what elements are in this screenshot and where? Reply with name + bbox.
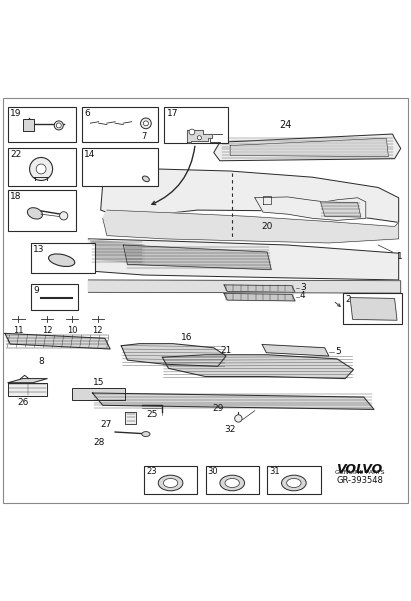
Text: 24: 24	[279, 120, 292, 130]
Polygon shape	[230, 138, 388, 157]
Ellipse shape	[282, 475, 306, 491]
Polygon shape	[255, 197, 366, 221]
Circle shape	[189, 129, 195, 135]
Text: 14: 14	[84, 150, 96, 159]
Polygon shape	[125, 412, 136, 424]
Bar	[31, 284, 78, 310]
Polygon shape	[88, 239, 399, 280]
Text: 21: 21	[220, 346, 232, 355]
Text: 20: 20	[261, 222, 272, 231]
Bar	[206, 466, 259, 495]
Text: 31: 31	[269, 468, 280, 477]
Text: 2: 2	[345, 295, 351, 304]
Text: 8: 8	[38, 357, 44, 366]
Text: 32: 32	[224, 425, 236, 434]
Polygon shape	[350, 297, 397, 320]
Ellipse shape	[164, 478, 178, 487]
Polygon shape	[224, 293, 295, 301]
Text: 30: 30	[208, 468, 218, 477]
Ellipse shape	[28, 208, 42, 219]
Polygon shape	[5, 334, 110, 349]
Bar	[31, 243, 95, 272]
Circle shape	[197, 136, 201, 140]
Text: 12: 12	[92, 326, 103, 335]
Polygon shape	[162, 355, 353, 379]
Polygon shape	[121, 344, 226, 366]
Text: 18: 18	[10, 192, 22, 201]
Bar	[8, 148, 76, 186]
Circle shape	[36, 164, 46, 174]
Ellipse shape	[287, 478, 301, 487]
Polygon shape	[90, 240, 144, 263]
Bar	[82, 108, 158, 142]
Ellipse shape	[158, 475, 183, 491]
Polygon shape	[262, 344, 329, 356]
Ellipse shape	[48, 254, 75, 266]
Bar	[23, 119, 34, 131]
Ellipse shape	[220, 475, 245, 491]
Circle shape	[235, 415, 242, 422]
Bar	[82, 148, 158, 186]
Bar	[144, 466, 197, 495]
Text: 28: 28	[93, 438, 104, 447]
Ellipse shape	[142, 432, 150, 436]
Ellipse shape	[143, 176, 149, 182]
Bar	[164, 108, 228, 144]
Text: GENUINE PARTS: GENUINE PARTS	[335, 470, 384, 475]
Polygon shape	[321, 202, 361, 217]
Text: 16: 16	[181, 332, 193, 341]
Text: 4: 4	[300, 291, 306, 300]
Text: 6: 6	[84, 109, 90, 118]
Text: 27: 27	[100, 419, 112, 429]
Text: 19: 19	[10, 109, 22, 118]
Polygon shape	[8, 379, 47, 383]
Text: VOLVO: VOLVO	[337, 463, 383, 476]
Circle shape	[56, 123, 61, 128]
Ellipse shape	[225, 478, 239, 487]
Text: 3: 3	[300, 283, 306, 292]
Bar	[267, 466, 321, 495]
Polygon shape	[92, 393, 374, 409]
Bar	[8, 108, 76, 142]
Text: 10: 10	[67, 326, 77, 335]
Text: GR-393548: GR-393548	[336, 475, 383, 484]
Text: 22: 22	[10, 150, 21, 159]
Text: 7: 7	[142, 132, 147, 141]
Circle shape	[143, 121, 148, 126]
Polygon shape	[187, 130, 212, 142]
Polygon shape	[214, 134, 401, 160]
Text: 25: 25	[146, 410, 158, 419]
Polygon shape	[103, 210, 399, 243]
Polygon shape	[101, 169, 399, 222]
Text: 1: 1	[397, 252, 402, 261]
Bar	[343, 293, 402, 324]
Text: 26: 26	[17, 398, 28, 407]
Text: 11: 11	[13, 326, 24, 335]
Bar	[8, 191, 76, 231]
Circle shape	[141, 118, 151, 129]
Polygon shape	[88, 280, 401, 293]
Text: 9: 9	[33, 286, 39, 295]
Text: 5: 5	[335, 347, 341, 356]
Text: 12: 12	[42, 326, 53, 335]
Text: 23: 23	[146, 468, 157, 477]
Circle shape	[30, 157, 53, 180]
Polygon shape	[8, 383, 47, 396]
Text: 15: 15	[93, 378, 104, 387]
Bar	[72, 388, 125, 400]
Polygon shape	[123, 245, 271, 270]
Polygon shape	[224, 285, 295, 292]
Text: 29: 29	[212, 404, 224, 413]
Circle shape	[60, 212, 68, 220]
Text: 17: 17	[166, 109, 178, 118]
Circle shape	[54, 121, 63, 130]
Text: 13: 13	[33, 245, 44, 254]
